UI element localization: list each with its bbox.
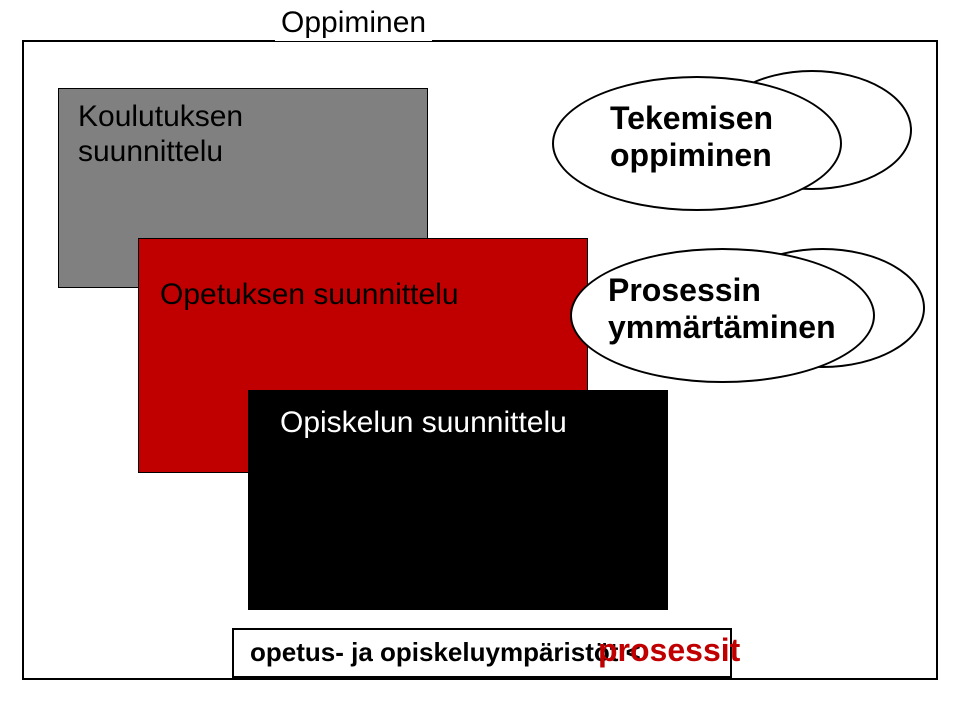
ellipse-tekemisen-label: Tekemisen oppiminen bbox=[610, 100, 773, 174]
ellipse-prosessin-line2: ymmärtäminen bbox=[608, 309, 836, 345]
diagram-stage: Oppiminen Koulutuksen suunnittelu Opetuk… bbox=[0, 0, 960, 715]
footer-text-red: prosessit bbox=[598, 632, 740, 669]
page-title: Oppiminen bbox=[275, 6, 432, 41]
box-koulutuksen-label: Koulutuksen suunnittelu bbox=[78, 100, 243, 169]
footer-text-plain: opetus- ja opiskeluympäristöt < bbox=[250, 638, 641, 668]
box-koulutuksen-line2: suunnittelu bbox=[78, 135, 223, 168]
ellipse-tekemisen-line2: oppiminen bbox=[610, 137, 772, 173]
ellipse-tekemisen-line1: Tekemisen bbox=[610, 100, 773, 136]
box-opetuksen-label: Opetuksen suunnittelu bbox=[160, 278, 459, 313]
box-koulutuksen-line1: Koulutuksen bbox=[78, 100, 243, 133]
ellipse-prosessin-label: Prosessin ymmärtäminen bbox=[608, 272, 836, 346]
ellipse-prosessin-line1: Prosessin bbox=[608, 272, 761, 308]
box-opiskelun-label: Opiskelun suunnittelu bbox=[280, 406, 567, 441]
